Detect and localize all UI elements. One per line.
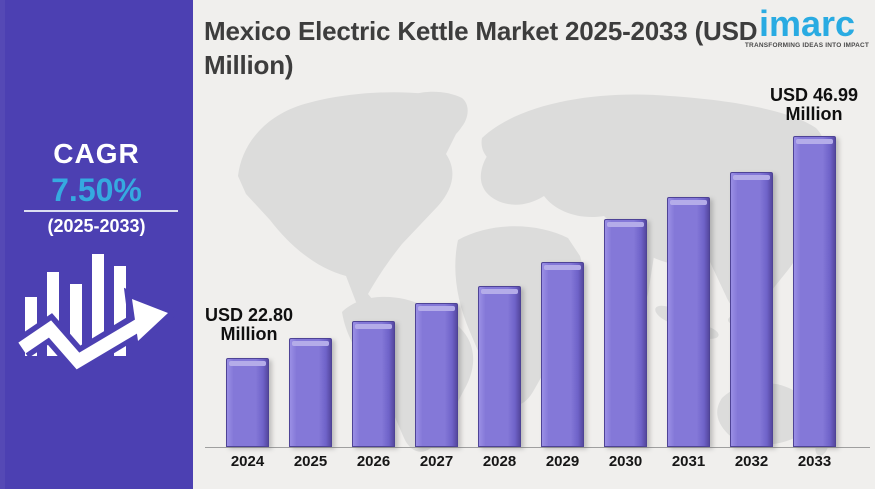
bars xyxy=(226,136,836,447)
imarc-logo-tagline: TRANSFORMING IDEAS INTO IMPACT xyxy=(744,42,870,49)
cagr-label: CAGR xyxy=(53,138,140,169)
bar-2026 xyxy=(352,321,395,447)
year-label-2025: 2025 xyxy=(293,453,328,470)
sidebar: CAGR 7.50% (2025-2033) xyxy=(0,0,193,489)
x-axis-line xyxy=(205,447,870,448)
bar-2029 xyxy=(541,262,584,447)
bar-2028 xyxy=(478,286,521,447)
year-label-2028: 2028 xyxy=(482,453,517,470)
imarc-logo-text: imarc xyxy=(758,3,856,44)
cagr-period: (2025-2033) xyxy=(47,216,146,236)
bar-2027 xyxy=(415,303,458,447)
bar-2033 xyxy=(793,136,836,447)
value-label-2024: USD 22.80 Million xyxy=(204,305,294,344)
growth-chart-icon-svg xyxy=(15,254,180,377)
cagr-value: 7.50% xyxy=(51,172,142,208)
growth-chart-icon xyxy=(12,244,182,384)
divider-line xyxy=(24,210,178,212)
year-label-2033: 2033 xyxy=(797,453,832,470)
year-label-2031: 2031 xyxy=(671,453,706,470)
year-label-2030: 2030 xyxy=(608,453,643,470)
year-labels: 2024 2025 2026 2027 2028 2029 2030 2031 2032 2033 xyxy=(226,453,836,470)
year-label-2032: 2032 xyxy=(734,453,769,470)
continent-north-america xyxy=(238,92,466,311)
bar-2025 xyxy=(289,338,332,447)
icon-arrow xyxy=(15,287,180,377)
imarc-logo: imarc TRANSFORMING IDEAS INTO IMPACT xyxy=(744,3,870,50)
continent-greenland xyxy=(394,91,468,137)
year-label-2026: 2026 xyxy=(356,453,391,470)
year-label-2024: 2024 xyxy=(230,453,265,470)
page-title: Mexico Electric Kettle Market 2025-2033 … xyxy=(204,16,758,80)
year-label-2027: 2027 xyxy=(419,453,454,470)
year-label-2029: 2029 xyxy=(545,453,580,470)
bar-2031 xyxy=(667,197,710,447)
value-label-2033: USD 46.99 Million xyxy=(769,85,859,124)
bar-2030 xyxy=(604,219,647,447)
bar-2024 xyxy=(226,358,269,447)
bar-2032 xyxy=(730,172,773,447)
